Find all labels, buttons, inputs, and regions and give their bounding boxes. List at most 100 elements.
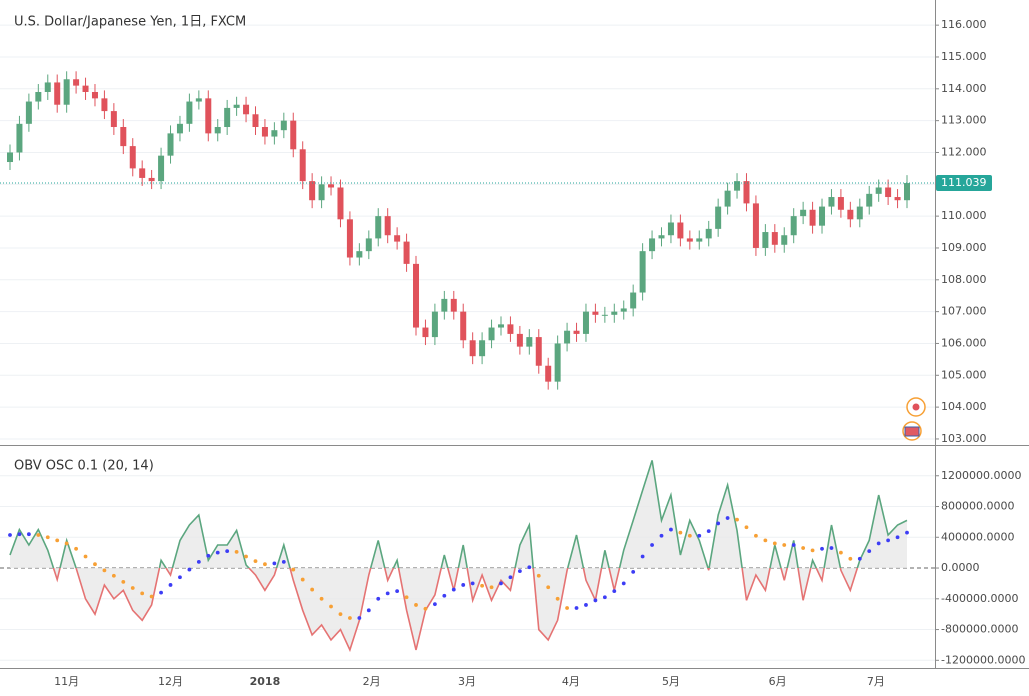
candle-body <box>894 197 901 201</box>
signal-dot <box>432 602 437 607</box>
signal-dot <box>621 581 626 586</box>
signal-dot <box>385 591 390 596</box>
candle-body <box>497 324 504 328</box>
signal-dot <box>584 603 588 607</box>
candle-body <box>186 101 193 124</box>
signal-dot <box>565 606 569 610</box>
signal-dot <box>149 594 154 599</box>
x-tick-label: 3月 <box>458 675 476 688</box>
candle-body <box>875 187 882 194</box>
candle-body <box>25 101 32 124</box>
y-tick-label: 116.000 <box>941 18 987 31</box>
oscillator-line-negative <box>52 568 859 653</box>
candle-body <box>847 209 854 220</box>
candle-body <box>488 327 495 341</box>
candle-body <box>866 193 873 207</box>
candle-body <box>601 314 608 316</box>
candle-body <box>790 216 797 236</box>
signal-dot <box>83 554 88 559</box>
signal-dot <box>470 581 475 586</box>
candle-body <box>885 187 892 198</box>
candle-body <box>705 228 712 239</box>
candle-body <box>819 206 826 226</box>
x-tick-label: 6月 <box>769 675 787 688</box>
candle-body <box>91 91 98 99</box>
candle-body <box>526 337 533 347</box>
candle-body <box>762 232 769 248</box>
candle-body <box>677 222 684 239</box>
candle-body <box>422 327 429 338</box>
signal-dot <box>338 612 343 617</box>
x-tick-label: 12月 <box>158 675 183 688</box>
signal-dot <box>17 532 22 537</box>
candle-body <box>110 111 117 128</box>
x-tick-label: 2018 <box>250 675 281 688</box>
candle-body <box>507 324 514 334</box>
signal-dot <box>102 568 107 573</box>
candle-body <box>479 340 486 357</box>
signal-dot <box>348 616 352 620</box>
candle-body <box>904 183 910 201</box>
candle-body <box>290 120 297 150</box>
x-tick-label: 11月 <box>54 675 79 688</box>
candle-body <box>469 340 476 357</box>
last-price-box <box>936 175 992 192</box>
candle-body <box>658 235 665 239</box>
signal-dot <box>26 532 31 537</box>
candle-body <box>611 311 618 315</box>
candle-body <box>101 98 108 112</box>
candle-body <box>460 311 467 341</box>
candle-body <box>243 104 250 115</box>
flag <box>904 426 920 437</box>
candle-body <box>82 85 89 92</box>
signal-dot <box>876 541 881 546</box>
candle-body <box>195 98 202 102</box>
signal-dot <box>593 598 598 603</box>
candle-body <box>431 311 438 338</box>
candle-body <box>715 206 722 229</box>
signal-dot <box>546 585 551 590</box>
candle-body <box>365 238 372 252</box>
candle-body <box>120 127 127 147</box>
chart-title: U.S. Dollar/Japanese Yen, 1日, FXCM <box>14 15 246 30</box>
candle-body <box>63 79 70 105</box>
y-tick-label: 114.000 <box>941 82 987 95</box>
signal-dot <box>848 556 853 561</box>
signal-dot <box>678 530 683 535</box>
candle-body <box>771 232 778 245</box>
signal-dot <box>725 516 730 520</box>
candle-body <box>734 181 741 191</box>
candle-body <box>450 298 457 312</box>
signal-dot <box>423 606 428 611</box>
candle-body <box>252 114 259 128</box>
candle-body <box>686 238 693 242</box>
signal-dot <box>36 533 41 537</box>
candle-body <box>356 251 363 258</box>
signal-dot <box>414 603 418 607</box>
signal-dot <box>291 567 296 572</box>
candle-body <box>271 130 278 137</box>
y-tick-label: 112.000 <box>941 145 987 158</box>
signal-dot <box>329 604 333 609</box>
signal-dot <box>772 541 777 546</box>
signal-dot <box>253 559 258 564</box>
y-tick-label: 105.000 <box>941 368 987 381</box>
candle-body <box>724 190 731 207</box>
signal-dot <box>839 550 843 555</box>
candle-body <box>7 152 13 163</box>
signal-dot <box>300 577 305 582</box>
signal-dot <box>640 554 645 559</box>
candle-body <box>620 308 627 312</box>
signal-dot <box>697 533 702 538</box>
candle-body <box>667 222 674 236</box>
signal-dot <box>121 579 126 584</box>
signal-dot <box>735 517 739 522</box>
candle-body <box>545 365 552 382</box>
signal-dot <box>310 587 315 592</box>
candle-body <box>592 311 599 315</box>
signal-dot <box>178 575 182 580</box>
signal-dot <box>612 589 617 594</box>
candle-body <box>309 181 316 201</box>
